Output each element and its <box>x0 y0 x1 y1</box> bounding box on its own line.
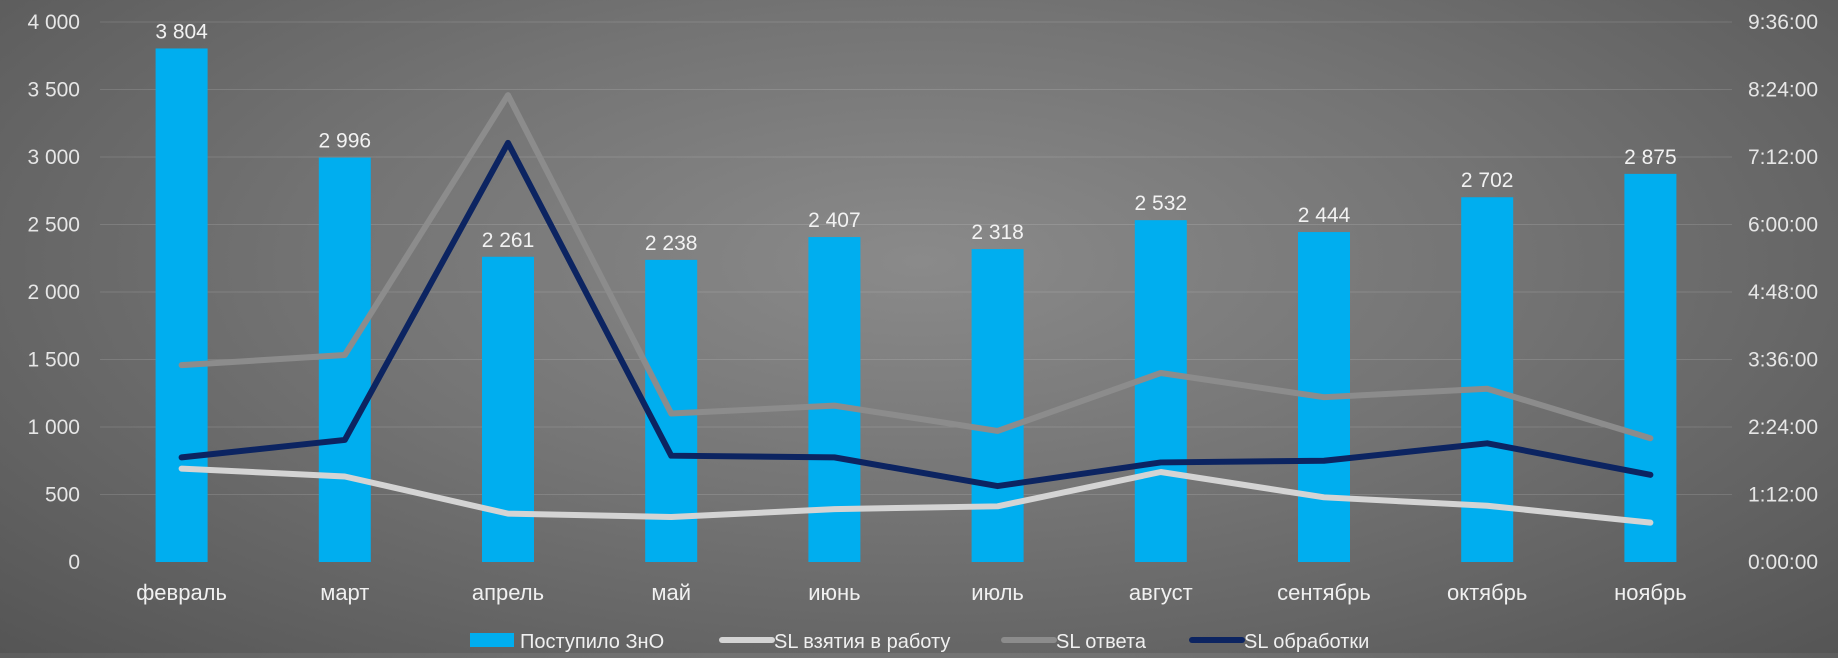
y-right-tick-label: 4:48:00 <box>1748 281 1818 304</box>
x-category-label: октябрь <box>1447 580 1527 605</box>
legend-swatch <box>470 633 514 647</box>
bar <box>1624 173 1677 562</box>
y-right-tick-label: 9:36:00 <box>1748 11 1818 34</box>
bar <box>1134 220 1187 562</box>
bar-value-label: 3 804 <box>155 20 208 43</box>
x-category-label: февраль <box>136 580 227 605</box>
y-right-tick-label: 0:00:00 <box>1748 551 1818 574</box>
y-right-tick-label: 7:12:00 <box>1748 146 1818 169</box>
bar-value-label: 2 444 <box>1298 204 1351 227</box>
x-category-label: сентябрь <box>1277 580 1371 605</box>
bar-value-label: 2 702 <box>1461 169 1514 192</box>
bar-value-label: 2 318 <box>971 221 1024 244</box>
bar <box>155 48 208 562</box>
y-left-tick-label: 1 000 <box>27 416 80 439</box>
y-right-tick-label: 3:36:00 <box>1748 349 1818 372</box>
y-left-tick-label: 500 <box>45 484 80 507</box>
series-line <box>178 92 1654 442</box>
x-category-label: июль <box>971 580 1024 605</box>
x-category-label: ноябрь <box>1614 580 1687 605</box>
y-left-tick-label: 2 500 <box>27 214 80 237</box>
legend-label: Поступило ЗнО <box>520 631 664 653</box>
legend-label: SL обработки <box>1244 631 1369 653</box>
series-line <box>178 465 1654 526</box>
y-left-tick-label: 3 000 <box>27 146 80 169</box>
y-right-tick-label: 6:00:00 <box>1748 214 1818 237</box>
bar <box>318 157 371 563</box>
bar <box>971 249 1024 562</box>
bar-value-label: 2 532 <box>1135 192 1188 215</box>
x-category-label: май <box>651 580 691 605</box>
y-right-tick-label: 1:12:00 <box>1748 484 1818 507</box>
y-right-tick-label: 2:24:00 <box>1748 416 1818 439</box>
y-left-tick-label: 4 000 <box>27 11 80 34</box>
legend-label: SL ответа <box>1056 631 1147 653</box>
legend-label: SL взятия в работу <box>774 631 950 653</box>
y-left-tick-label: 3 500 <box>27 79 80 102</box>
bar-value-label: 2 875 <box>1624 146 1677 169</box>
bar <box>808 237 861 562</box>
bar-value-label: 2 996 <box>319 130 372 153</box>
bar-value-label: 2 238 <box>645 232 698 255</box>
x-category-label: апрель <box>472 580 544 605</box>
x-category-label: март <box>320 580 369 605</box>
bar-value-label: 2 407 <box>808 209 861 232</box>
y-left-tick-label: 2 000 <box>27 281 80 304</box>
series-line <box>178 139 1654 490</box>
x-category-label: июнь <box>808 580 860 605</box>
y-left-tick-label: 1 500 <box>27 349 80 372</box>
y-right-tick-label: 8:24:00 <box>1748 79 1818 102</box>
bar <box>1461 197 1514 563</box>
x-category-label: август <box>1129 580 1193 605</box>
bar-value-label: 2 261 <box>482 229 535 252</box>
y-left-tick-label: 0 <box>68 551 80 574</box>
